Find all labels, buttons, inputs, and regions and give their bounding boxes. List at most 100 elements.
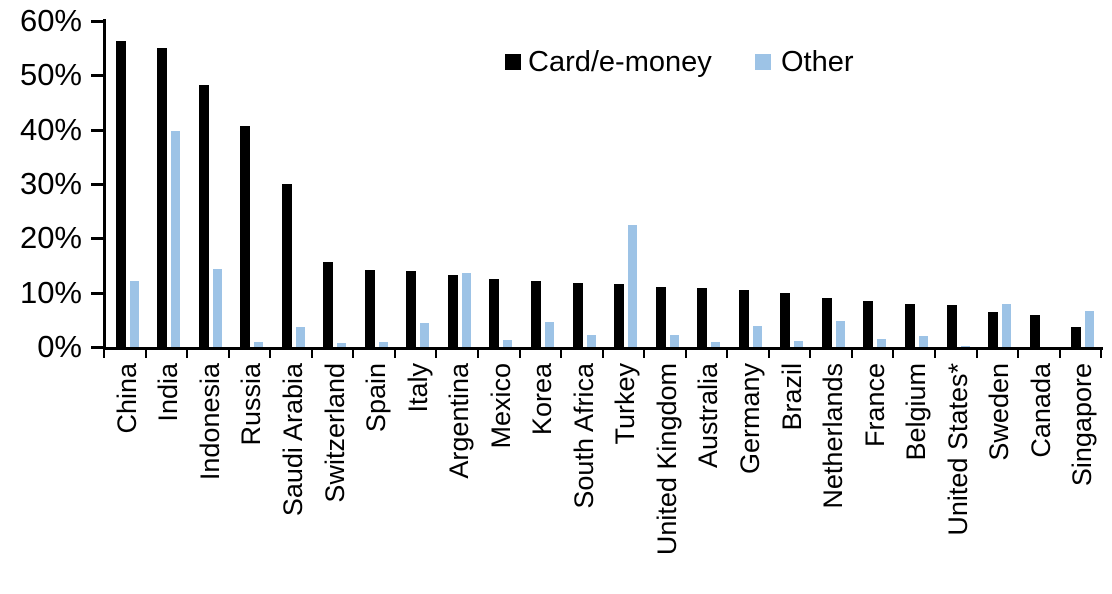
x-category-label: Spain bbox=[361, 363, 392, 433]
bar-card-e-money bbox=[738, 290, 749, 347]
bar-card-e-money bbox=[1071, 327, 1082, 347]
legend-label-card-e-money: Card/e-money bbox=[528, 46, 712, 78]
bar-other bbox=[503, 340, 513, 347]
bar-card-e-money bbox=[697, 288, 708, 347]
x-tick-mark bbox=[518, 350, 521, 358]
bar-other bbox=[918, 336, 928, 347]
x-category-label: Mexico bbox=[485, 363, 516, 449]
bar-card-e-money bbox=[281, 184, 292, 347]
x-tick-mark bbox=[393, 350, 396, 358]
bar-card-e-money bbox=[157, 48, 168, 347]
bar-card-e-money bbox=[240, 126, 251, 347]
x-category-label: United States* bbox=[942, 363, 973, 536]
y-tick-mark bbox=[91, 346, 103, 349]
x-tick-mark bbox=[850, 350, 853, 358]
bar-other bbox=[171, 131, 181, 347]
y-tick-label: 20% bbox=[19, 220, 82, 256]
y-tick-label: 50% bbox=[19, 57, 82, 93]
x-tick-mark bbox=[601, 350, 604, 358]
bar-card-e-money bbox=[904, 304, 915, 347]
bar-other bbox=[877, 339, 887, 347]
bar-other bbox=[337, 343, 347, 347]
x-category-label: Belgium bbox=[901, 363, 932, 461]
x-tick-mark bbox=[1058, 350, 1061, 358]
y-tick-label: 40% bbox=[19, 111, 82, 147]
x-category-label: United Kingdom bbox=[651, 363, 682, 556]
x-tick-mark bbox=[352, 350, 355, 358]
x-category-label: India bbox=[153, 363, 184, 422]
bar-other bbox=[461, 273, 471, 347]
x-category-label: Brazil bbox=[776, 363, 807, 431]
bar-card-e-money bbox=[614, 284, 625, 347]
bar-card-e-money bbox=[821, 298, 832, 347]
x-category-label: China bbox=[111, 363, 142, 434]
bar-other bbox=[420, 323, 430, 347]
legend-swatch-card-e-money bbox=[505, 54, 521, 70]
bar-other bbox=[1085, 311, 1095, 347]
y-tick-label: 30% bbox=[19, 166, 82, 201]
y-tick-mark bbox=[91, 291, 103, 295]
x-category-label: Saudi Arabia bbox=[277, 363, 308, 517]
x-category-label: Switzerland bbox=[319, 363, 350, 503]
y-tick-mark bbox=[91, 74, 103, 78]
x-tick-mark bbox=[767, 350, 770, 358]
x-tick-mark bbox=[975, 350, 978, 358]
y-tick-mark bbox=[91, 183, 103, 186]
x-tick-mark bbox=[892, 350, 895, 358]
bar-card-e-money bbox=[531, 281, 541, 347]
legend-label-other: Other bbox=[781, 46, 854, 78]
x-tick-mark bbox=[560, 350, 563, 358]
bar-other bbox=[545, 322, 554, 347]
bar-other bbox=[295, 327, 305, 347]
bar-card-e-money bbox=[946, 305, 957, 347]
bar-card-e-money bbox=[115, 41, 126, 347]
bar-card-e-money bbox=[1029, 315, 1040, 347]
bar-card-e-money bbox=[406, 271, 417, 347]
x-category-label: Turkey bbox=[610, 363, 641, 445]
x-category-label: Italy bbox=[402, 363, 433, 413]
x-tick-mark bbox=[643, 350, 646, 358]
x-tick-mark bbox=[809, 350, 812, 358]
x-category-label: Russia bbox=[236, 363, 267, 446]
y-tick-mark bbox=[91, 128, 103, 132]
x-category-label: Germany bbox=[735, 363, 766, 475]
bar-other bbox=[752, 326, 762, 347]
bar-card-e-money bbox=[863, 301, 874, 347]
x-tick-mark bbox=[435, 350, 438, 358]
x-tick-mark bbox=[726, 350, 729, 358]
legend: Card/e-money Other bbox=[0, 44, 1112, 84]
bar-card-e-money bbox=[988, 312, 999, 347]
x-category-label: Canada bbox=[1025, 363, 1056, 458]
x-tick-mark bbox=[103, 350, 105, 358]
x-tick-mark bbox=[310, 350, 313, 358]
bar-other bbox=[212, 269, 222, 347]
x-tick-mark bbox=[1100, 350, 1103, 358]
x-category-label: France bbox=[859, 363, 890, 448]
x-category-label: Netherlands bbox=[818, 363, 849, 509]
bar-other bbox=[378, 342, 388, 347]
x-tick-mark bbox=[186, 350, 189, 358]
x-tick-mark bbox=[269, 350, 272, 358]
x-tick-mark bbox=[934, 350, 936, 358]
bar-other bbox=[628, 225, 638, 347]
bar-card-e-money bbox=[489, 279, 500, 347]
x-tick-mark bbox=[476, 350, 479, 358]
bar-other bbox=[669, 335, 679, 347]
bar-other bbox=[794, 341, 804, 347]
x-category-label: Argentina bbox=[444, 363, 475, 479]
x-tick-mark bbox=[1017, 350, 1020, 358]
y-tick-label: 60% bbox=[19, 3, 82, 38]
x-tick-mark bbox=[684, 350, 687, 358]
bar-card-e-money bbox=[655, 287, 666, 347]
bar-other bbox=[586, 335, 596, 347]
x-category-label: Australia bbox=[693, 363, 724, 469]
bar-card-e-money bbox=[198, 85, 209, 347]
x-tick-mark bbox=[227, 350, 230, 358]
x-category-label: South Africa bbox=[568, 363, 599, 509]
bar-other bbox=[129, 281, 139, 347]
y-axis-line bbox=[103, 19, 106, 350]
x-category-label: Indonesia bbox=[194, 363, 225, 481]
legend-swatch-other bbox=[755, 54, 771, 70]
x-category-label: Singapore bbox=[1067, 363, 1098, 487]
